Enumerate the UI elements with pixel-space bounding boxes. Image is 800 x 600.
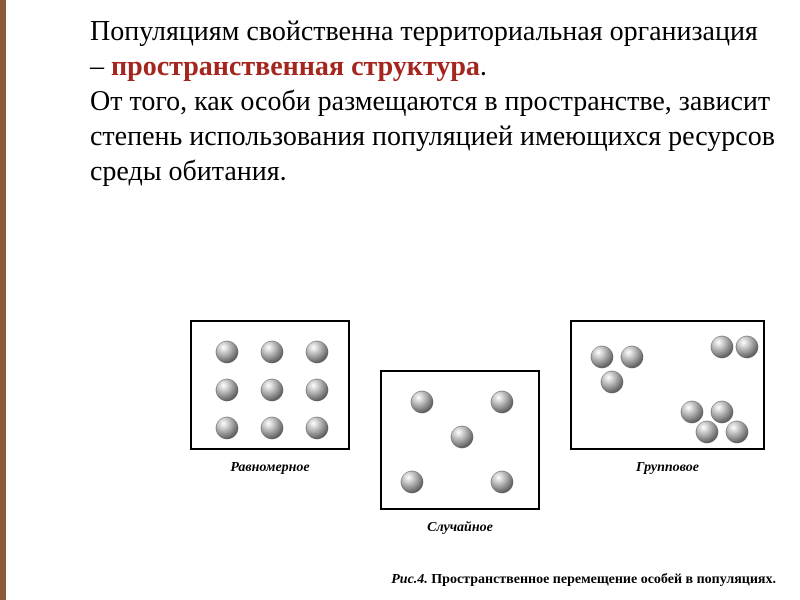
figure-caption-text: Пространственное перемещение особей в по… <box>431 572 776 587</box>
left-border <box>0 0 6 600</box>
figure-caption: Рис.4. Пространственное перемещение особ… <box>0 572 800 588</box>
text-content: Популяциям свойственна территориальная о… <box>0 0 800 189</box>
panel-random: Случайное <box>380 370 540 510</box>
paragraph-2: От того, как особи размещаются в простра… <box>90 84 776 189</box>
sphere-icon <box>306 379 328 401</box>
sphere-icon <box>711 336 733 358</box>
sphere-icon <box>696 421 718 443</box>
sphere-icon <box>491 471 513 493</box>
sphere-icon <box>601 371 623 393</box>
panel-svg-uniform <box>192 322 352 452</box>
para1-tail: . <box>480 51 487 82</box>
diagram-area: РавномерноеСлучайноеГрупповое <box>90 320 776 540</box>
panel-label-uniform: Равномерное <box>192 460 348 476</box>
panel-label-group: Групповое <box>572 460 763 476</box>
figure-caption-prefix: Рис.4. <box>391 572 431 587</box>
sphere-icon <box>306 341 328 363</box>
sphere-icon <box>216 341 238 363</box>
panel-svg-group <box>572 322 767 452</box>
sphere-icon <box>261 417 283 439</box>
highlight-term: пространственная структура <box>111 51 480 82</box>
sphere-icon <box>591 346 613 368</box>
sphere-icon <box>411 391 433 413</box>
sphere-icon <box>216 417 238 439</box>
sphere-icon <box>451 426 473 448</box>
sphere-icon <box>681 401 703 423</box>
sphere-icon <box>216 379 238 401</box>
panel-uniform: Равномерное <box>190 320 350 450</box>
panel-label-random: Случайное <box>382 520 538 536</box>
sphere-icon <box>306 417 328 439</box>
panel-svg-random <box>382 372 542 512</box>
sphere-icon <box>261 379 283 401</box>
sphere-icon <box>621 346 643 368</box>
sphere-icon <box>261 341 283 363</box>
sphere-icon <box>736 336 758 358</box>
sphere-icon <box>711 401 733 423</box>
panel-group: Групповое <box>570 320 765 450</box>
sphere-icon <box>491 391 513 413</box>
sphere-icon <box>401 471 423 493</box>
sphere-icon <box>726 421 748 443</box>
paragraph-1: Популяциям свойственна территориальная о… <box>90 14 776 84</box>
